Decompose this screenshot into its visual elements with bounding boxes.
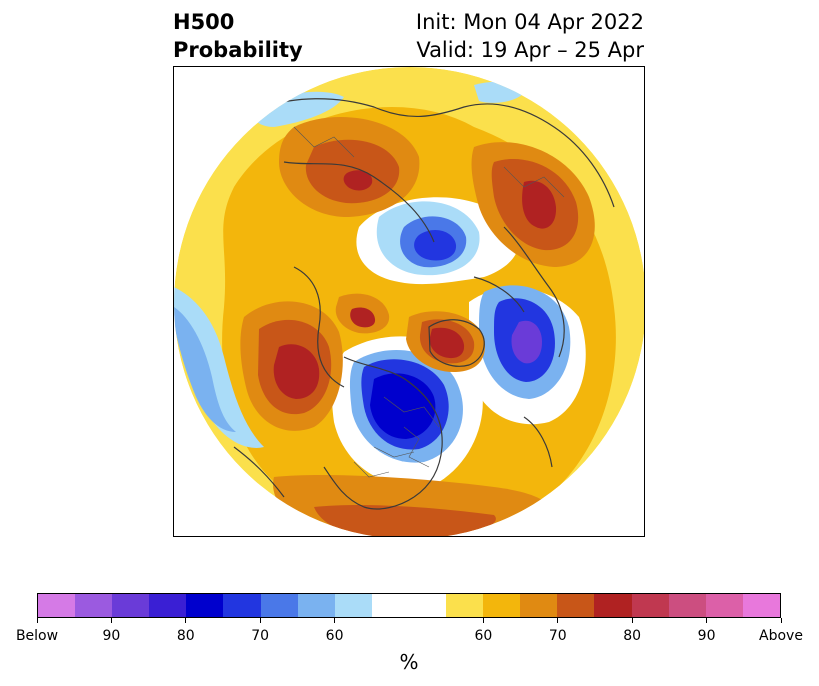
colorbar-tick-label: 90 <box>697 628 716 644</box>
colorbar-unit: % <box>399 650 419 674</box>
colorbar-tick-label: 70 <box>548 628 567 644</box>
colorbar-tick-label: Above <box>759 628 803 644</box>
valid-info: Init: Mon 04 Apr 2022 Valid: 19 Apr – 25… <box>416 8 644 64</box>
colorbar-segment <box>149 594 187 617</box>
colorbar-tick <box>780 618 782 623</box>
colorbar-segment <box>446 594 484 617</box>
colorbar-tick <box>631 618 633 623</box>
field-80-above-europe <box>350 307 376 328</box>
colorbar-tick <box>185 618 187 623</box>
chart-title: H500 Probability <box>173 8 303 64</box>
colorbar-segment <box>631 594 669 617</box>
colorbar-tick <box>706 618 708 623</box>
colorbar-segment <box>297 594 335 617</box>
field-90-below-atl <box>511 320 542 364</box>
field-80-above-pacific <box>273 344 320 399</box>
colorbar-tick <box>482 618 484 623</box>
colorbar-tick-label: Below <box>15 628 59 644</box>
valid-range: Valid: 19 Apr – 25 Apr <box>416 38 644 62</box>
field-75-above-south <box>314 505 496 536</box>
colorbar-segment <box>223 594 261 617</box>
colorbar-tick <box>110 618 112 623</box>
colorbar-segment <box>334 594 372 617</box>
field-65-below-pac <box>174 307 236 432</box>
colorbar-segment <box>408 594 447 617</box>
colorbar-segment <box>557 594 595 617</box>
colorbar-tick-label: 80 <box>176 628 195 644</box>
init-date: Init: Mon 04 Apr 2022 <box>415 10 644 34</box>
colorbar-segment <box>186 594 224 617</box>
colorbar-segment <box>38 594 76 617</box>
colorbar-tick-label: 70 <box>251 628 270 644</box>
colorbar-tick-label: 60 <box>474 628 493 644</box>
colorbar-segment <box>668 594 706 617</box>
colorbar-segment <box>112 594 150 617</box>
probability-map <box>173 66 645 537</box>
colorbar-tick-label: 80 <box>623 628 642 644</box>
borders <box>293 126 565 478</box>
field-60-below-pac <box>174 287 264 448</box>
colorbar-segment <box>75 594 113 617</box>
colorbar-tick <box>557 618 559 623</box>
title-line-1: H500 <box>173 10 235 34</box>
coastlines <box>233 98 615 510</box>
probability-field <box>174 67 644 536</box>
field-80-above-alaska <box>522 180 557 229</box>
colorbar <box>37 593 781 618</box>
field-80-above-greenland <box>429 327 465 359</box>
field-80-above-siberia <box>343 170 373 191</box>
colorbar-segment <box>742 594 780 617</box>
map-svg <box>174 67 644 536</box>
colorbar-tick-label: 60 <box>325 628 344 644</box>
colorbar-tick <box>259 618 261 623</box>
colorbar-segment <box>520 594 558 617</box>
colorbar-segment <box>705 594 743 617</box>
colorbar-segment <box>594 594 632 617</box>
colorbar-segment <box>483 594 521 617</box>
colorbar-tick <box>36 618 38 623</box>
colorbar-tick <box>334 618 336 623</box>
field-80-below-pole <box>414 230 457 261</box>
colorbar-segment <box>260 594 298 617</box>
colorbar-tick-label: 90 <box>102 628 121 644</box>
title-line-2: Probability <box>173 38 303 62</box>
colorbar-segment <box>371 594 409 617</box>
